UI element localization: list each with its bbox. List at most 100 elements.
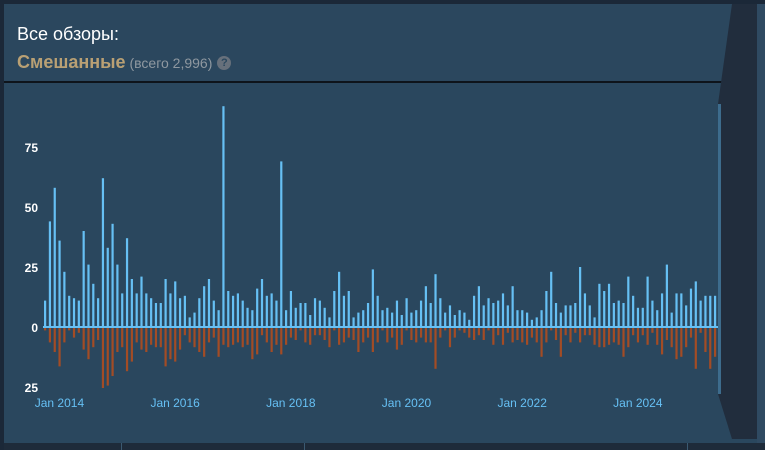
negative-bar[interactable] (472, 328, 476, 340)
negative-bar[interactable] (169, 328, 172, 360)
positive-bar[interactable] (540, 310, 543, 327)
negative-bar[interactable] (44, 328, 47, 331)
negative-bar[interactable] (444, 328, 447, 331)
positive-bar[interactable] (72, 298, 76, 327)
positive-bar[interactable] (145, 293, 148, 327)
negative-bar[interactable] (439, 328, 442, 338)
negative-bar[interactable] (150, 328, 153, 345)
negative-bar[interactable] (603, 328, 606, 348)
negative-bar[interactable] (646, 328, 649, 345)
negative-bar[interactable] (159, 328, 162, 348)
positive-bar[interactable] (222, 106, 225, 327)
positive-bar[interactable] (92, 283, 95, 327)
positive-bar[interactable] (116, 264, 119, 327)
positive-bar[interactable] (646, 276, 649, 327)
positive-bar[interactable] (63, 271, 66, 327)
positive-bar[interactable] (342, 295, 346, 327)
negative-bar[interactable] (680, 328, 683, 357)
scrollbar-edge[interactable] (757, 4, 765, 450)
positive-bar[interactable] (231, 295, 235, 327)
negative-bar[interactable] (540, 328, 543, 357)
positive-bar[interactable] (444, 312, 447, 327)
negative-bar[interactable] (685, 328, 688, 348)
negative-bar[interactable] (381, 328, 384, 331)
positive-bar[interactable] (178, 298, 182, 327)
positive-bar[interactable] (516, 310, 519, 327)
positive-bar[interactable] (554, 303, 558, 327)
negative-bar[interactable] (256, 328, 259, 355)
negative-bar[interactable] (665, 328, 668, 340)
negative-bar[interactable] (704, 328, 707, 352)
positive-bar[interactable] (87, 264, 90, 327)
negative-bar[interactable] (130, 328, 133, 362)
positive-bar[interactable] (588, 305, 591, 327)
negative-bar[interactable] (222, 328, 225, 345)
positive-bar[interactable] (241, 300, 244, 327)
negative-bar[interactable] (97, 328, 100, 340)
negative-bar[interactable] (294, 328, 297, 340)
negative-bar[interactable] (574, 328, 577, 333)
negative-bar[interactable] (140, 328, 143, 350)
positive-bar[interactable] (121, 293, 124, 327)
positive-bar[interactable] (579, 267, 582, 327)
negative-bar[interactable] (526, 328, 529, 345)
negative-bar[interactable] (632, 328, 635, 336)
positive-bar[interactable] (207, 279, 211, 327)
positive-bar[interactable] (472, 295, 476, 327)
help-icon[interactable]: ? (217, 56, 232, 70)
positive-bar[interactable] (140, 276, 143, 327)
negative-bar[interactable] (231, 328, 235, 345)
positive-bar[interactable] (159, 303, 162, 327)
positive-bar[interactable] (694, 281, 697, 327)
negative-bar[interactable] (675, 328, 678, 360)
negative-bar[interactable] (164, 328, 167, 367)
positive-bar[interactable] (607, 283, 611, 327)
positive-bar[interactable] (497, 300, 500, 327)
negative-bar[interactable] (497, 328, 500, 336)
negative-bar[interactable] (709, 328, 712, 369)
negative-bar[interactable] (63, 328, 66, 343)
negative-bar[interactable] (92, 328, 95, 348)
positive-bar[interactable] (627, 276, 630, 327)
negative-bar[interactable] (111, 328, 114, 376)
negative-bar[interactable] (713, 328, 717, 357)
negative-bar[interactable] (280, 328, 283, 355)
negative-bar[interactable] (338, 328, 341, 345)
negative-bar[interactable] (694, 328, 697, 369)
negative-bar[interactable] (178, 328, 182, 350)
positive-bar[interactable] (270, 293, 273, 327)
positive-bar[interactable] (574, 303, 577, 327)
positive-bar[interactable] (583, 293, 587, 327)
negative-bar[interactable] (352, 328, 355, 340)
positive-bar[interactable] (559, 312, 562, 327)
positive-bar[interactable] (429, 303, 432, 327)
positive-bar[interactable] (217, 310, 220, 327)
negative-bar[interactable] (468, 328, 471, 338)
negative-bar[interactable] (227, 328, 230, 348)
positive-bar[interactable] (280, 161, 283, 327)
positive-bar[interactable] (434, 274, 437, 327)
positive-bar[interactable] (44, 300, 47, 327)
negative-bar[interactable] (318, 328, 321, 336)
negative-bar[interactable] (482, 328, 485, 340)
negative-bar[interactable] (285, 328, 288, 345)
positive-bar[interactable] (569, 305, 572, 327)
positive-bar[interactable] (82, 231, 85, 327)
positive-bar[interactable] (68, 295, 71, 327)
positive-bar[interactable] (622, 303, 625, 327)
negative-bar[interactable] (656, 328, 659, 345)
positive-bar[interactable] (564, 305, 567, 327)
negative-bar[interactable] (212, 328, 215, 338)
positive-bar[interactable] (651, 300, 654, 327)
negative-bar[interactable] (135, 328, 138, 343)
negative-bar[interactable] (347, 328, 350, 338)
positive-bar[interactable] (294, 307, 297, 327)
positive-bar[interactable] (313, 298, 317, 327)
positive-bar[interactable] (323, 307, 326, 327)
positive-bar[interactable] (97, 298, 100, 327)
negative-bar[interactable] (434, 328, 437, 369)
negative-bar[interactable] (415, 328, 418, 343)
negative-bar[interactable] (550, 328, 553, 331)
positive-bar[interactable] (641, 307, 644, 327)
positive-bar[interactable] (318, 300, 321, 327)
